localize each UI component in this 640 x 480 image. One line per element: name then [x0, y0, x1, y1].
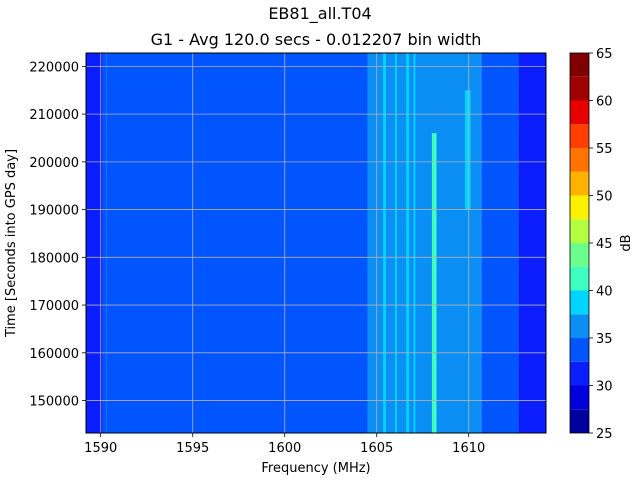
colorbar-segment-11: [570, 148, 589, 172]
x-tick-label: 1605: [360, 441, 393, 456]
y-tick-label: 150000: [29, 395, 79, 410]
interference-line-6: [465, 90, 471, 210]
interference-line-4: [413, 53, 416, 433]
colorbar-tick-label: 60: [596, 95, 613, 110]
axes: 1590 1595 1600 1605 1610 150000 160000 170000 18…: [29, 52, 547, 456]
colorbar-segment-12: [570, 124, 589, 148]
colorbar-segment-1: [570, 385, 589, 410]
colorbar-tick-label: 35: [596, 332, 613, 347]
grid: [86, 53, 546, 433]
y-tick-label: 170000: [29, 299, 79, 314]
y-tick-label: 180000: [29, 251, 79, 266]
colorbar-segment-5: [570, 290, 589, 315]
colorbar-segment-13: [570, 100, 589, 125]
heatmap-band-1: [102, 53, 107, 433]
y-axis-label: Time [Seconds into GPS day]: [4, 149, 19, 338]
y-tick-label: 160000: [29, 347, 79, 362]
colorbar-segment-8: [570, 219, 589, 243]
colorbar-tick-label: 30: [596, 380, 613, 395]
chart-subtitle: G1 - Avg 120.0 secs - 0.012207 bin width: [151, 30, 482, 49]
colorbar-segment-3: [570, 338, 589, 362]
colorbar-segment-15: [570, 53, 589, 77]
plot-frame: [85, 52, 547, 434]
interference-line-1: [383, 53, 386, 433]
y-tick-label: 220000: [29, 60, 79, 75]
heatmap-band-5: [518, 53, 546, 433]
colorbar-segment-4: [570, 314, 589, 338]
colorbar-tick-label: 50: [596, 190, 613, 205]
colorbar-segment-9: [570, 195, 589, 220]
colorbar-segment-0: [570, 409, 589, 433]
heatmap-band-4: [481, 53, 519, 433]
colorbar: 25 30 35 40 45 50 55 60 65: [569, 47, 613, 442]
colorbar-tick-label: 40: [596, 285, 613, 300]
y-tick-label: 210000: [29, 108, 79, 123]
plot-area: [86, 53, 546, 434]
colorbar-segment-7: [570, 243, 589, 267]
x-tick-label: 1600: [268, 441, 301, 456]
x-tick-label: 1590: [84, 441, 117, 456]
heatmap-band-3: [367, 53, 482, 433]
colorbar-segment-6: [570, 266, 589, 291]
colorbar-label: dB: [619, 234, 634, 251]
heatmap-band-2: [106, 53, 368, 433]
interference-line-2: [395, 53, 397, 433]
colorbar-tick-label: 45: [596, 237, 613, 252]
colorbar-segment-2: [570, 361, 589, 386]
x-tick-label: 1610: [452, 441, 485, 456]
colorbar-tick-label: 25: [596, 427, 613, 442]
y-tick-label: 190000: [29, 204, 79, 219]
interference-line-5: [431, 133, 437, 434]
heatmap-band-0: [86, 53, 103, 433]
chart-title: EB81_all.T04: [268, 4, 371, 24]
interference-line-3: [406, 53, 409, 433]
colorbar-segment-14: [570, 76, 589, 101]
x-tick-label: 1595: [176, 441, 209, 456]
colorbar-tick-label: 55: [596, 142, 613, 157]
y-tick-label: 200000: [29, 156, 79, 171]
colorbar-tick-label: 65: [596, 47, 613, 62]
colorbar-segment-10: [570, 171, 589, 196]
interference-line-0: [371, 285, 377, 433]
x-axis-label: Frequency (MHz): [261, 461, 370, 476]
